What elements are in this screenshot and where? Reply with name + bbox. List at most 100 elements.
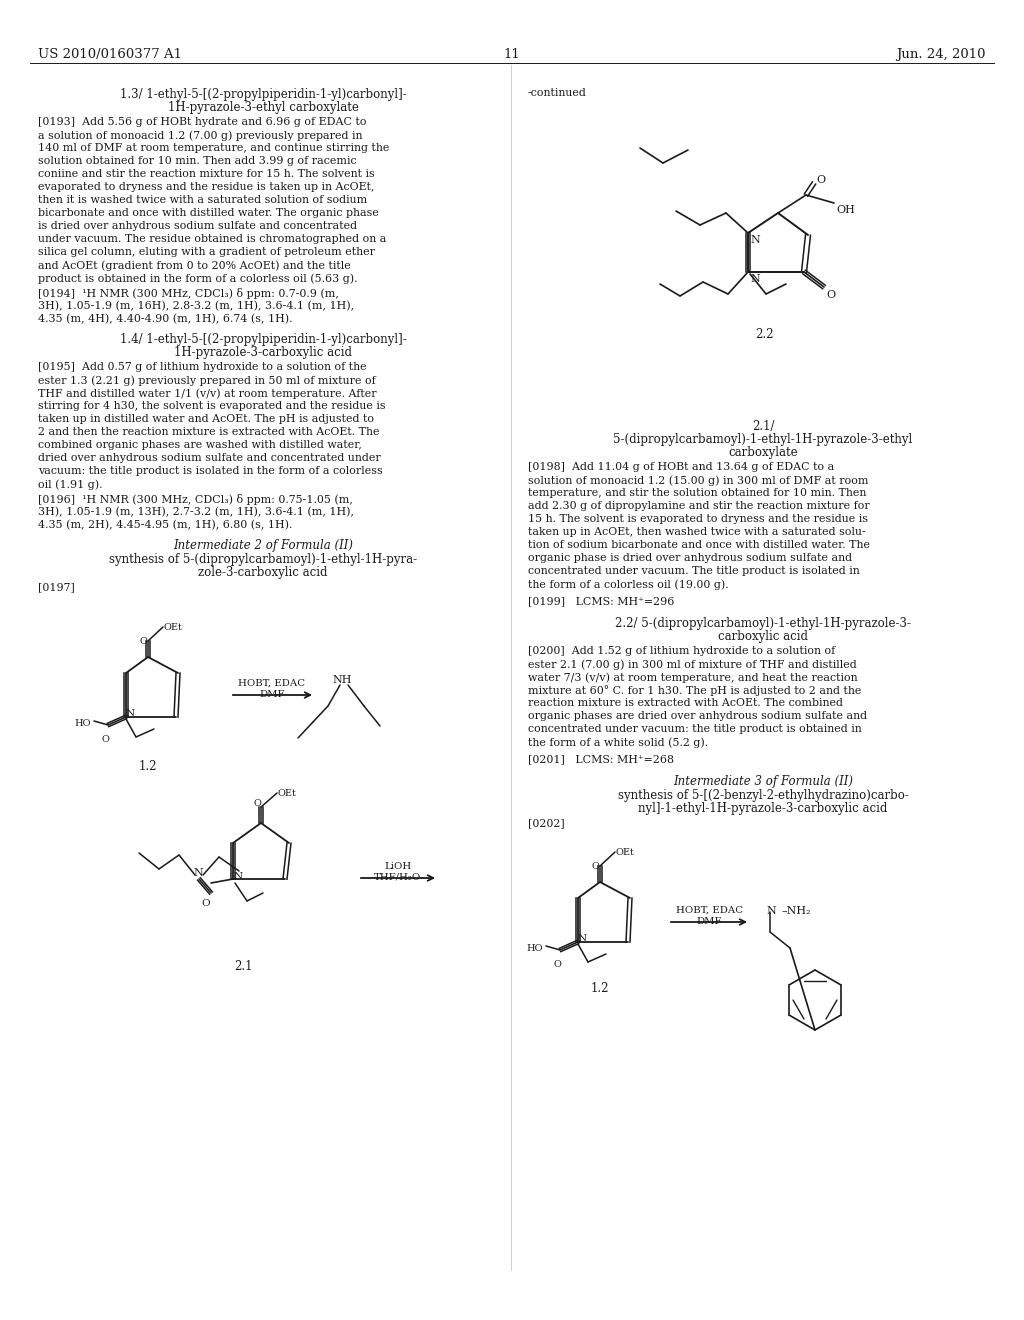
Text: oil (1.91 g).: oil (1.91 g). — [38, 479, 102, 490]
Text: taken up in distilled water and AcOEt. The pH is adjusted to: taken up in distilled water and AcOEt. T… — [38, 414, 374, 424]
Text: OH: OH — [836, 205, 855, 215]
Text: N: N — [234, 873, 243, 880]
Text: [0193]  Add 5.56 g of HOBt hydrate and 6.96 g of EDAC to: [0193] Add 5.56 g of HOBt hydrate and 6.… — [38, 117, 367, 127]
Text: 1H-pyrazole-3-ethyl carboxylate: 1H-pyrazole-3-ethyl carboxylate — [168, 102, 358, 114]
Text: [0198]  Add 11.04 g of HOBt and 13.64 g of EDAC to a: [0198] Add 11.04 g of HOBt and 13.64 g o… — [528, 462, 835, 473]
Text: 11: 11 — [504, 48, 520, 61]
Text: OEt: OEt — [163, 623, 182, 632]
Text: 2 and then the reaction mixture is extracted with AcOEt. The: 2 and then the reaction mixture is extra… — [38, 426, 380, 437]
Text: [0202]: [0202] — [528, 818, 565, 828]
Text: tion of sodium bicarbonate and once with distilled water. The: tion of sodium bicarbonate and once with… — [528, 540, 870, 550]
Text: 3H), 1.05-1.9 (m, 16H), 2.8-3.2 (m, 1H), 3.6-4.1 (m, 1H),: 3H), 1.05-1.9 (m, 16H), 2.8-3.2 (m, 1H),… — [38, 301, 354, 312]
Text: [0194]  ¹H NMR (300 MHz, CDCl₃) δ ppm: 0.7-0.9 (m,: [0194] ¹H NMR (300 MHz, CDCl₃) δ ppm: 0.… — [38, 288, 339, 300]
Text: [0199]   LCMS: MH⁺=296: [0199] LCMS: MH⁺=296 — [528, 597, 675, 606]
Text: is dried over anhydrous sodium sulfate and concentrated: is dried over anhydrous sodium sulfate a… — [38, 220, 357, 231]
Text: under vacuum. The residue obtained is chromatographed on a: under vacuum. The residue obtained is ch… — [38, 234, 386, 244]
Text: 5-(dipropylcarbamoyl)-1-ethyl-1H-pyrazole-3-ethyl: 5-(dipropylcarbamoyl)-1-ethyl-1H-pyrazol… — [613, 433, 912, 446]
Text: N: N — [766, 906, 776, 916]
Text: [0197]: [0197] — [38, 582, 75, 591]
Text: O: O — [201, 899, 210, 908]
Text: nyl]-1-ethyl-1H-pyrazole-3-carboxylic acid: nyl]-1-ethyl-1H-pyrazole-3-carboxylic ac… — [638, 803, 888, 814]
Text: Intermediate 2 of Formula (II): Intermediate 2 of Formula (II) — [173, 539, 353, 552]
Text: OEt: OEt — [278, 789, 296, 799]
Text: the form of a colorless oil (19.00 g).: the form of a colorless oil (19.00 g). — [528, 579, 729, 590]
Text: [0200]  Add 1.52 g of lithium hydroxide to a solution of: [0200] Add 1.52 g of lithium hydroxide t… — [528, 645, 836, 656]
Text: stirring for 4 h30, the solvent is evaporated and the residue is: stirring for 4 h30, the solvent is evapo… — [38, 401, 386, 411]
Text: dried over anhydrous sodium sulfate and concentrated under: dried over anhydrous sodium sulfate and … — [38, 453, 381, 463]
Text: 1.2: 1.2 — [591, 982, 609, 995]
Text: organic phase is dried over anhydrous sodium sulfate and: organic phase is dried over anhydrous so… — [528, 553, 852, 564]
Text: HOBT, EDAC: HOBT, EDAC — [239, 678, 305, 688]
Text: Jun. 24, 2010: Jun. 24, 2010 — [896, 48, 986, 61]
Text: O: O — [816, 176, 825, 185]
Text: solution of monoacid 1.2 (15.00 g) in 300 ml of DMF at room: solution of monoacid 1.2 (15.00 g) in 30… — [528, 475, 868, 486]
Text: 1.4/ 1-ethyl-5-[(2-propylpiperidin-1-yl)carbonyl]-: 1.4/ 1-ethyl-5-[(2-propylpiperidin-1-yl)… — [120, 333, 407, 346]
Text: evaporated to dryness and the residue is taken up in AcOEt,: evaporated to dryness and the residue is… — [38, 182, 375, 191]
Text: HO: HO — [74, 719, 90, 729]
Text: 1.2: 1.2 — [138, 760, 158, 774]
Text: synthesis of 5-[(2-benzyl-2-ethylhydrazino)carbo-: synthesis of 5-[(2-benzyl-2-ethylhydrazi… — [617, 789, 908, 803]
Text: [0195]  Add 0.57 g of lithium hydroxide to a solution of the: [0195] Add 0.57 g of lithium hydroxide t… — [38, 362, 367, 372]
Text: DMF: DMF — [259, 690, 285, 700]
Text: product is obtained in the form of a colorless oil (5.63 g).: product is obtained in the form of a col… — [38, 273, 357, 284]
Text: HOBT, EDAC: HOBT, EDAC — [676, 906, 742, 915]
Text: reaction mixture is extracted with AcOEt. The combined: reaction mixture is extracted with AcOEt… — [528, 698, 843, 708]
Text: concentrated under vacuum. The title product is isolated in: concentrated under vacuum. The title pro… — [528, 566, 860, 576]
Text: 2.2/ 5-(dipropylcarbamoyl)-1-ethyl-1H-pyrazole-3-: 2.2/ 5-(dipropylcarbamoyl)-1-ethyl-1H-py… — [615, 616, 911, 630]
Text: a solution of monoacid 1.2 (7.00 g) previously prepared in: a solution of monoacid 1.2 (7.00 g) prev… — [38, 129, 362, 140]
Text: O: O — [102, 735, 110, 744]
Text: O: O — [140, 638, 147, 645]
Text: US 2010/0160377 A1: US 2010/0160377 A1 — [38, 48, 182, 61]
Text: [0196]  ¹H NMR (300 MHz, CDCl₃) δ ppm: 0.75-1.05 (m,: [0196] ¹H NMR (300 MHz, CDCl₃) δ ppm: 0.… — [38, 494, 353, 506]
Text: N: N — [193, 869, 203, 878]
Text: ester 2.1 (7.00 g) in 300 ml of mixture of THF and distilled: ester 2.1 (7.00 g) in 300 ml of mixture … — [528, 659, 857, 669]
Text: combined organic phases are washed with distilled water,: combined organic phases are washed with … — [38, 440, 361, 450]
Text: HO: HO — [526, 944, 543, 953]
Text: O: O — [554, 960, 562, 969]
Text: N: N — [750, 235, 760, 246]
Text: 2.1/: 2.1/ — [752, 420, 774, 433]
Text: 4.35 (m, 2H), 4.45-4.95 (m, 1H), 6.80 (s, 1H).: 4.35 (m, 2H), 4.45-4.95 (m, 1H), 6.80 (s… — [38, 520, 293, 531]
Text: O: O — [826, 290, 836, 300]
Text: -continued: -continued — [528, 88, 587, 98]
Text: 3H), 1.05-1.9 (m, 13H), 2.7-3.2 (m, 1H), 3.6-4.1 (m, 1H),: 3H), 1.05-1.9 (m, 13H), 2.7-3.2 (m, 1H),… — [38, 507, 354, 517]
Text: coniine and stir the reaction mixture for 15 h. The solvent is: coniine and stir the reaction mixture fo… — [38, 169, 375, 180]
Text: THF/H₂O: THF/H₂O — [375, 873, 422, 882]
Text: 2.2: 2.2 — [755, 327, 773, 341]
Text: O: O — [253, 799, 261, 808]
Text: N: N — [578, 935, 587, 942]
Text: and AcOEt (gradient from 0 to 20% AcOEt) and the title: and AcOEt (gradient from 0 to 20% AcOEt)… — [38, 260, 351, 271]
Text: 1H-pyrazole-3-carboxylic acid: 1H-pyrazole-3-carboxylic acid — [174, 346, 352, 359]
Text: carboxylate: carboxylate — [728, 446, 798, 459]
Text: bicarbonate and once with distilled water. The organic phase: bicarbonate and once with distilled wate… — [38, 209, 379, 218]
Text: synthesis of 5-(dipropylcarbamoyl)-1-ethyl-1H-pyra-: synthesis of 5-(dipropylcarbamoyl)-1-eth… — [109, 553, 417, 566]
Text: temperature, and stir the solution obtained for 10 min. Then: temperature, and stir the solution obtai… — [528, 488, 866, 498]
Text: THF and distilled water 1/1 (v/v) at room temperature. After: THF and distilled water 1/1 (v/v) at roo… — [38, 388, 377, 399]
Text: 15 h. The solvent is evaporated to dryness and the residue is: 15 h. The solvent is evaporated to dryne… — [528, 513, 868, 524]
Text: silica gel column, eluting with a gradient of petroleum ether: silica gel column, eluting with a gradie… — [38, 247, 375, 257]
Text: concentrated under vacuum: the title product is obtained in: concentrated under vacuum: the title pro… — [528, 723, 862, 734]
Text: mixture at 60° C. for 1 h30. The pH is adjusted to 2 and the: mixture at 60° C. for 1 h30. The pH is a… — [528, 685, 861, 696]
Text: NH: NH — [332, 675, 351, 685]
Text: O: O — [592, 862, 600, 871]
Text: add 2.30 g of dipropylamine and stir the reaction mixture for: add 2.30 g of dipropylamine and stir the… — [528, 502, 869, 511]
Text: solution obtained for 10 min. Then add 3.99 g of racemic: solution obtained for 10 min. Then add 3… — [38, 156, 356, 166]
Text: organic phases are dried over anhydrous sodium sulfate and: organic phases are dried over anhydrous … — [528, 711, 867, 721]
Text: zole-3-carboxylic acid: zole-3-carboxylic acid — [199, 566, 328, 579]
Text: N: N — [750, 275, 760, 284]
Text: Intermediate 3 of Formula (II): Intermediate 3 of Formula (II) — [673, 775, 853, 788]
Text: the form of a white solid (5.2 g).: the form of a white solid (5.2 g). — [528, 737, 709, 747]
Text: N: N — [126, 709, 135, 718]
Text: 4.35 (m, 4H), 4.40-4.90 (m, 1H), 6.74 (s, 1H).: 4.35 (m, 4H), 4.40-4.90 (m, 1H), 6.74 (s… — [38, 314, 293, 325]
Text: ester 1.3 (2.21 g) previously prepared in 50 ml of mixture of: ester 1.3 (2.21 g) previously prepared i… — [38, 375, 376, 385]
Text: 2.1: 2.1 — [233, 960, 252, 973]
Text: taken up in AcOEt, then washed twice with a saturated solu-: taken up in AcOEt, then washed twice wit… — [528, 527, 865, 537]
Text: OEt: OEt — [615, 847, 634, 857]
Text: water 7/3 (v/v) at room temperature, and heat the reaction: water 7/3 (v/v) at room temperature, and… — [528, 672, 858, 682]
Text: then it is washed twice with a saturated solution of sodium: then it is washed twice with a saturated… — [38, 195, 368, 205]
Text: 1.3/ 1-ethyl-5-[(2-propylpiperidin-1-yl)carbonyl]-: 1.3/ 1-ethyl-5-[(2-propylpiperidin-1-yl)… — [120, 88, 407, 102]
Text: [0201]   LCMS: MH⁺=268: [0201] LCMS: MH⁺=268 — [528, 754, 674, 764]
Text: DMF: DMF — [696, 917, 722, 927]
Text: vacuum: the title product is isolated in the form of a colorless: vacuum: the title product is isolated in… — [38, 466, 383, 477]
Text: carboxylic acid: carboxylic acid — [718, 630, 808, 643]
